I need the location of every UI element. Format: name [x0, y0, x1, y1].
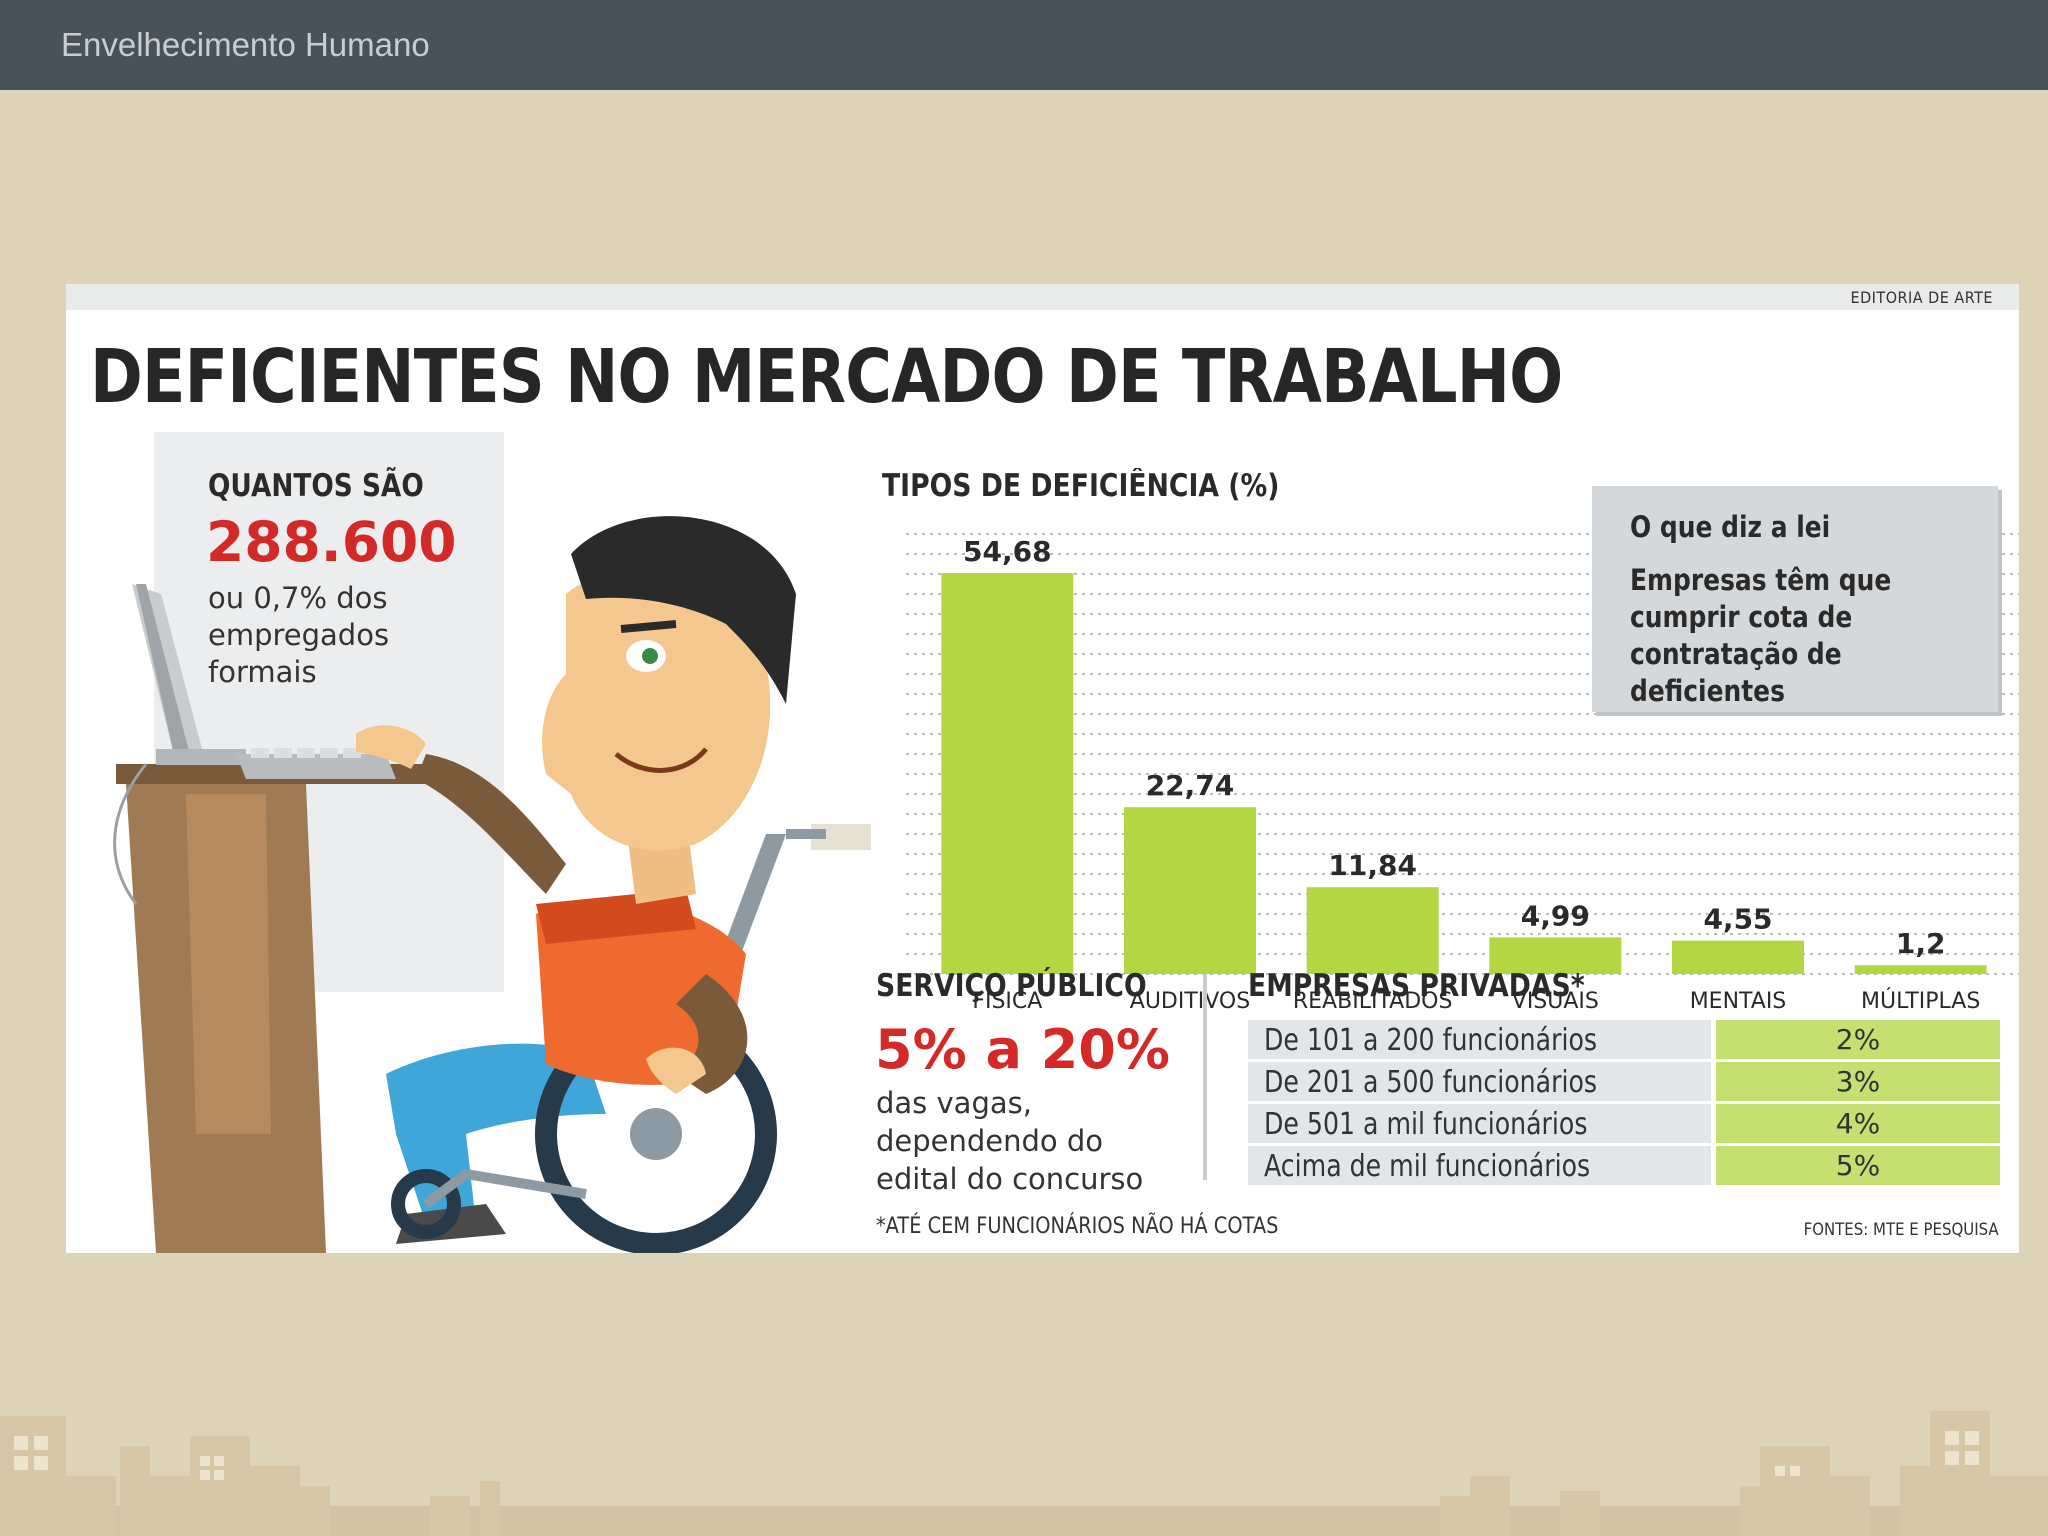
table-cell-percent: 3% — [1716, 1062, 2000, 1101]
law-text: Empresas têm que cumprir cota de contrat… — [1630, 563, 1892, 708]
data-label: 1,2 — [1896, 927, 1946, 960]
x-tick-label: VISUAIS — [1512, 989, 1599, 1014]
data-label: 4,55 — [1703, 903, 1772, 936]
table-cell-range: Acima de mil funcionários — [1248, 1146, 1711, 1185]
table-cell-percent: 4% — [1716, 1104, 2000, 1143]
data-label: 4,99 — [1521, 899, 1590, 932]
x-tick-label: REABILITADOS — [1293, 989, 1453, 1014]
table-cell-percent: 2% — [1716, 1020, 2000, 1059]
x-tick-label: FÍSICA — [972, 988, 1042, 1014]
range-label: De 101 a 200 funcionários — [1264, 1023, 1598, 1058]
city-skyline-decoration — [0, 1411, 2048, 1536]
quantos-description: ou 0,7% dos empregados formais — [208, 581, 390, 689]
table-cell-range: De 501 a mil funcionários — [1248, 1104, 1711, 1143]
range-label: De 201 a 500 funcionários — [1264, 1065, 1598, 1100]
bar-1 — [1124, 807, 1256, 974]
table-cell-percent: 5% — [1716, 1146, 2000, 1185]
bar-5 — [1854, 965, 1987, 974]
quantos-number: 288.600 — [206, 510, 457, 574]
wheelchair-user-illustration — [113, 516, 871, 1253]
public-service-value: 5% a 20% — [875, 1018, 1170, 1081]
private-companies-title: EMPRESAS PRIVADAS* — [1248, 968, 1585, 1004]
footnote: *ATÉ CEM FUNCIONÁRIOS NÃO HÁ COTAS — [876, 1214, 1279, 1239]
sources-note: FONTES: MTE E PESQUISA — [1803, 1220, 1999, 1240]
data-label: 22,74 — [1146, 769, 1235, 802]
table-row: De 501 a mil funcionários 4% — [1248, 1104, 2000, 1143]
table-row: Acima de mil funcionários 5% — [1248, 1146, 2000, 1185]
x-tick-label: MENTAIS — [1690, 989, 1787, 1014]
law-callout-box — [1592, 486, 1998, 712]
table-row: De 201 a 500 funcionários 3% — [1248, 1062, 2000, 1101]
private-companies-table: De 101 a 200 funcionários 2% De 201 a 50… — [1248, 1020, 2000, 1188]
art-credit: EDITORIA DE ARTE — [1850, 288, 1993, 307]
disability-types-bar-chart: 54,68 FÍSICA 22,74 AUDITIVOS 11,84 REABILITAD… — [906, 533, 2019, 1014]
card-top-strip — [66, 284, 2019, 310]
range-label: Acima de mil funcionários — [1264, 1149, 1591, 1184]
bar-3 — [1489, 937, 1622, 974]
x-tick-label: MÚLTIPLAS — [1861, 988, 1980, 1014]
section-divider — [1203, 974, 1207, 1180]
bar-4 — [1672, 940, 1804, 974]
data-label: 11,84 — [1328, 849, 1417, 882]
bar-0 — [941, 573, 1074, 974]
public-service-description: das vagas, dependendo do edital do concu… — [876, 1086, 1144, 1196]
range-label: De 501 a mil funcionários — [1264, 1107, 1588, 1142]
chart-title: TIPOS DE DEFICIÊNCIA (%) — [882, 468, 1280, 504]
table-row: De 101 a 200 funcionários 2% — [1248, 1020, 2000, 1059]
table-cell-range: De 101 a 200 funcionários — [1248, 1020, 1711, 1059]
public-service-title: SERVIÇO PÚBLICO — [876, 968, 1147, 1004]
law-title: O que diz a lei — [1630, 510, 1831, 544]
infographic-card: EDITORIA DE ARTE DEFICIENTES NO MERCADO … — [66, 284, 2019, 1253]
x-tick-label: AUDITIVOS — [1130, 989, 1250, 1014]
slide-title: Envelhecimento Humano — [61, 26, 430, 63]
bar-2 — [1306, 887, 1439, 974]
quantos-label: QUANTOS SÃO — [208, 468, 424, 504]
data-label: 54,68 — [963, 535, 1052, 568]
table-cell-range: De 201 a 500 funcionários — [1248, 1062, 1711, 1101]
slide-header-bar — [0, 0, 2048, 90]
infographic-headline: DEFICIENTES NO MERCADO DE TRABALHO — [90, 334, 1563, 420]
